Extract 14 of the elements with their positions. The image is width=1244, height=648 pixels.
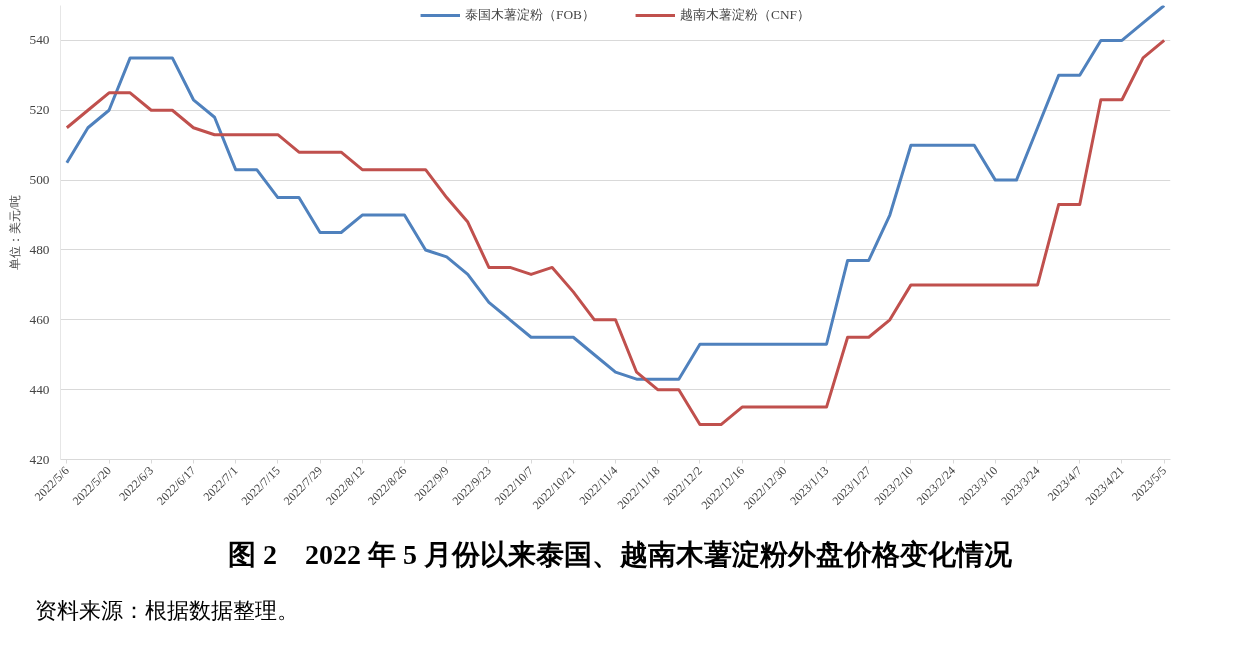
- legend-label: 越南木薯淀粉（CNF）: [680, 6, 810, 24]
- y-tick-label: 520: [29, 102, 50, 118]
- y-tick-label: 500: [29, 172, 50, 188]
- y-tick-label: 460: [29, 311, 50, 327]
- y-axis-title: 单位：美元/吨: [7, 194, 22, 271]
- legend-label: 泰国木薯淀粉（FOB）: [465, 6, 595, 24]
- y-tick-label: 540: [29, 32, 50, 48]
- line-series: [65, 5, 1166, 381]
- y-tick-label: 420: [29, 451, 50, 467]
- text: 资料来源：根据数据整理。: [35, 597, 299, 625]
- y-tick-label: 480: [29, 241, 50, 257]
- text: 图 2 2022 年 5 月份以来泰国、越南木薯淀粉外盘价格变化情况: [228, 538, 1012, 572]
- line-series: [65, 38, 1166, 427]
- y-tick-label: 440: [29, 381, 50, 397]
